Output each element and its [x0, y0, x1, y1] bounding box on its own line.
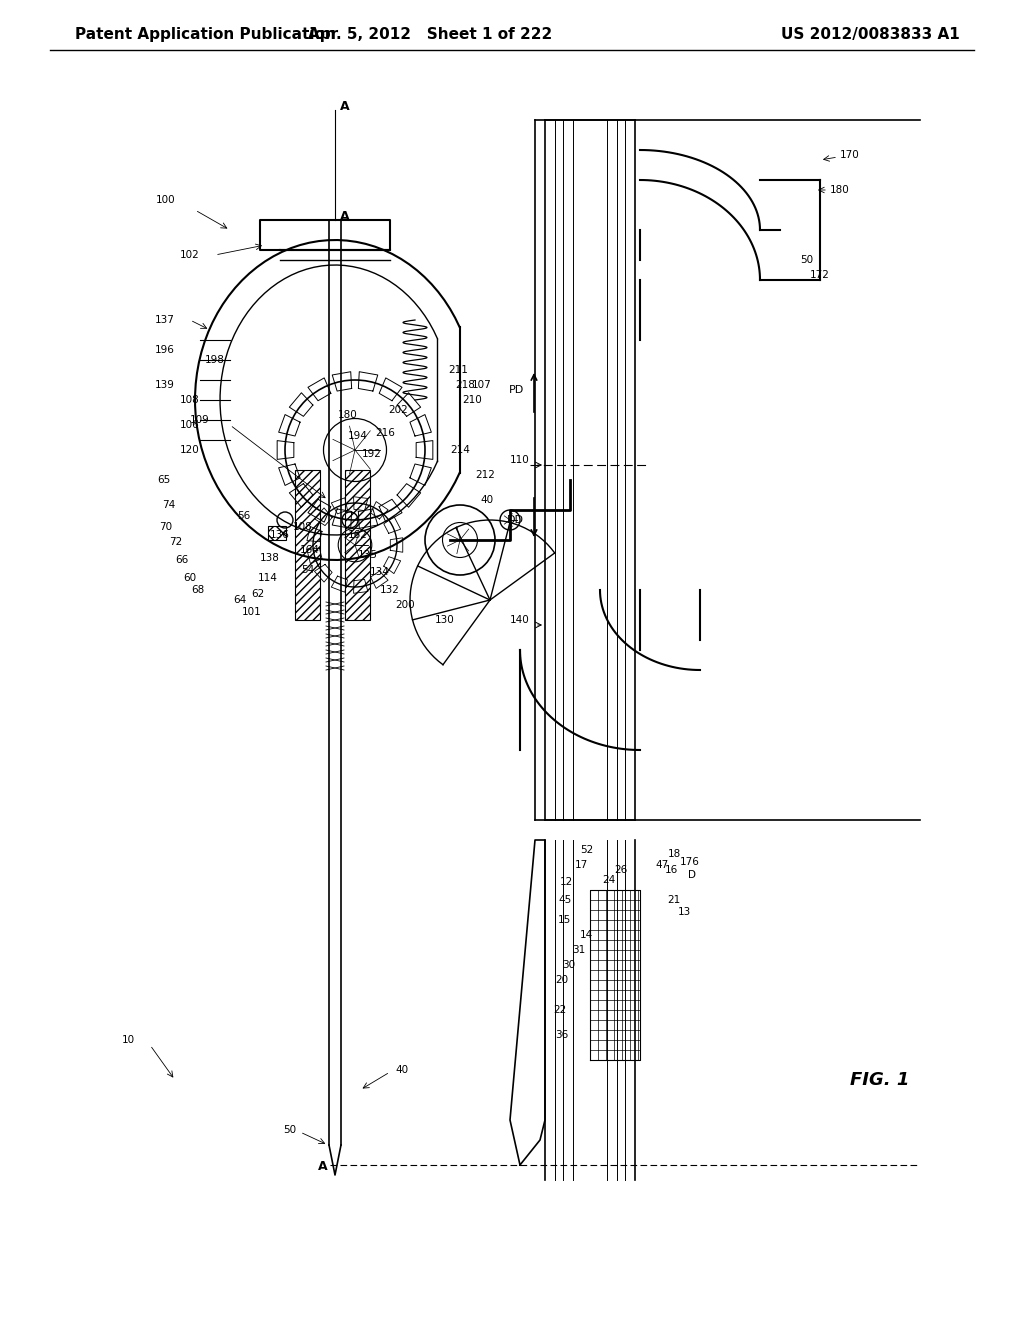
Text: 56: 56 — [237, 511, 250, 521]
Text: 194: 194 — [348, 432, 368, 441]
Text: 137: 137 — [155, 315, 175, 325]
Text: 15: 15 — [558, 915, 571, 925]
Text: 50: 50 — [800, 255, 813, 265]
Text: 24: 24 — [602, 875, 615, 884]
Text: 176: 176 — [680, 857, 699, 867]
Text: 109: 109 — [190, 414, 210, 425]
Text: 214: 214 — [450, 445, 470, 455]
Text: 200: 200 — [395, 601, 415, 610]
Text: 74: 74 — [162, 500, 175, 510]
Text: 218: 218 — [455, 380, 475, 389]
Text: Patent Application Publication: Patent Application Publication — [75, 28, 336, 42]
Text: 62: 62 — [251, 589, 264, 599]
Text: A: A — [340, 100, 349, 114]
Text: 136: 136 — [270, 531, 290, 540]
Text: 17: 17 — [575, 861, 588, 870]
Text: 134: 134 — [370, 568, 390, 577]
Text: 30: 30 — [562, 960, 575, 970]
Text: 164: 164 — [300, 545, 319, 554]
Text: 139: 139 — [155, 380, 175, 389]
Text: 21: 21 — [667, 895, 680, 906]
Text: 216: 216 — [375, 428, 395, 438]
Text: 202: 202 — [388, 405, 408, 414]
Text: 20: 20 — [555, 975, 568, 985]
Text: 18: 18 — [668, 849, 681, 859]
Text: 26: 26 — [614, 865, 628, 875]
Text: 54: 54 — [301, 565, 314, 576]
Bar — [295, 470, 319, 620]
Text: 135: 135 — [358, 550, 378, 560]
Text: 22: 22 — [553, 1005, 566, 1015]
Text: 10: 10 — [122, 1035, 135, 1045]
Text: 107: 107 — [472, 380, 492, 389]
Text: 108: 108 — [293, 521, 313, 532]
Text: 210: 210 — [462, 395, 481, 405]
Text: 72: 72 — [169, 537, 182, 546]
Text: 108: 108 — [180, 395, 200, 405]
Text: DD: DD — [507, 515, 524, 525]
Text: 40: 40 — [395, 1065, 409, 1074]
Text: 170: 170 — [840, 150, 860, 160]
Text: 13: 13 — [678, 907, 691, 917]
Text: 100: 100 — [156, 195, 175, 205]
Text: 64: 64 — [233, 595, 247, 605]
Text: 162: 162 — [348, 531, 368, 540]
Text: 180: 180 — [830, 185, 850, 195]
Text: 140: 140 — [510, 615, 530, 624]
Text: 36: 36 — [555, 1030, 568, 1040]
Text: 172: 172 — [810, 271, 829, 280]
Text: D: D — [688, 870, 696, 880]
Text: 14: 14 — [580, 931, 593, 940]
Text: 12: 12 — [560, 876, 573, 887]
Text: 102: 102 — [180, 249, 200, 260]
Bar — [345, 470, 370, 620]
Text: 40: 40 — [480, 495, 494, 506]
Text: 138: 138 — [260, 553, 280, 564]
Text: A: A — [318, 1160, 328, 1173]
Text: 50: 50 — [284, 1125, 297, 1135]
Bar — [268, 525, 286, 540]
Text: 45: 45 — [558, 895, 571, 906]
Text: 130: 130 — [435, 615, 455, 624]
Bar — [268, 525, 286, 540]
Text: 16: 16 — [665, 865, 678, 875]
Text: 52: 52 — [580, 845, 593, 855]
Text: 60: 60 — [183, 573, 196, 583]
Text: 66: 66 — [175, 554, 188, 565]
Text: US 2012/0083833 A1: US 2012/0083833 A1 — [781, 28, 961, 42]
Text: 180: 180 — [338, 411, 357, 420]
Text: PD: PD — [509, 385, 524, 395]
Text: 65: 65 — [157, 475, 170, 484]
Text: 192: 192 — [362, 449, 382, 459]
Text: Apr. 5, 2012   Sheet 1 of 222: Apr. 5, 2012 Sheet 1 of 222 — [308, 28, 552, 42]
Text: 211: 211 — [449, 366, 468, 375]
Text: 120: 120 — [180, 445, 200, 455]
Text: 70: 70 — [159, 521, 172, 532]
Text: 114: 114 — [258, 573, 278, 583]
Text: 198: 198 — [205, 355, 225, 366]
Text: 212: 212 — [475, 470, 495, 480]
Text: 106: 106 — [180, 420, 200, 430]
Text: 101: 101 — [242, 607, 262, 616]
Text: 196: 196 — [155, 345, 175, 355]
Text: 31: 31 — [572, 945, 586, 954]
Text: 132: 132 — [380, 585, 400, 595]
Text: 68: 68 — [191, 585, 205, 595]
Text: FIG. 1: FIG. 1 — [850, 1071, 909, 1089]
Text: A: A — [340, 210, 349, 223]
Text: 110: 110 — [510, 455, 530, 465]
Text: 47: 47 — [655, 861, 669, 870]
